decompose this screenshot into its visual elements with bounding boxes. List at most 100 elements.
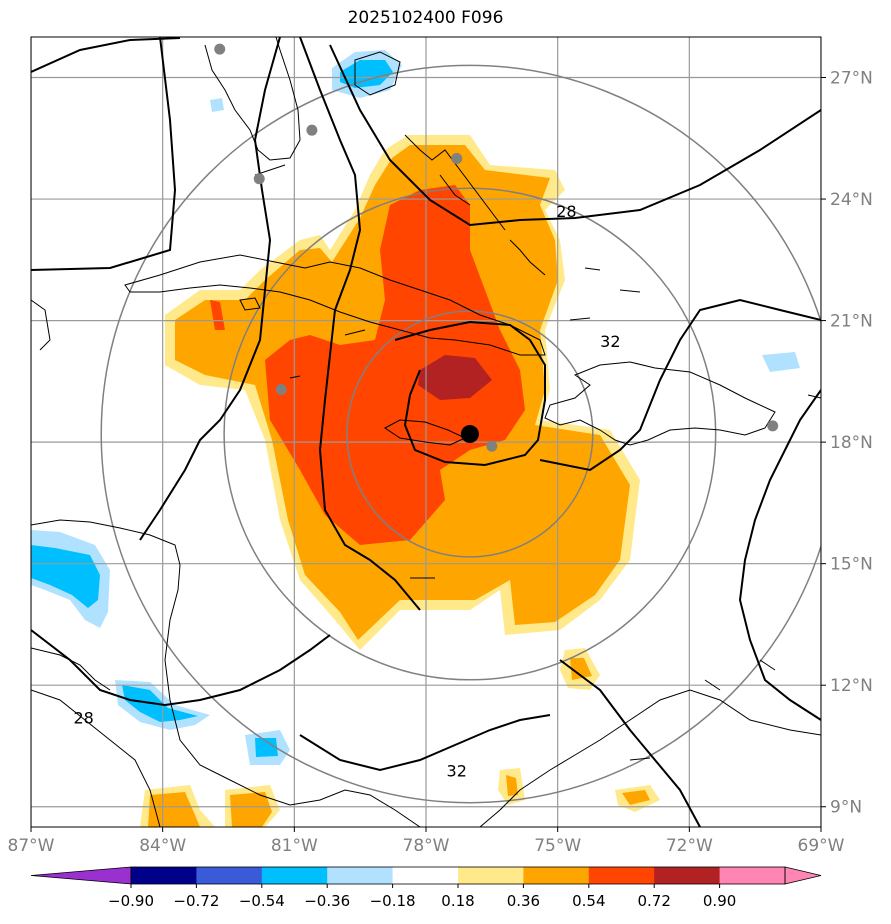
coastline-cayman: [289, 329, 366, 379]
contour-line-32: [139, 37, 281, 541]
station-point: [451, 153, 463, 165]
colorbar-segment: [392, 867, 459, 884]
anomaly-patch-2-inner: [506, 775, 518, 796]
latitude-ticks: 27°N 24°N 21°N 18°N 15°N 12°N 9°N: [821, 69, 873, 818]
anomaly-contour-0.72: [418, 355, 492, 400]
negative-patch-tiny-1: [210, 98, 224, 112]
contour-label: 28: [556, 202, 576, 221]
coastline-bahamas-1: [354, 51, 401, 96]
lat-tick-label: 27°N: [830, 69, 873, 89]
lon-tick-label: 72°W: [666, 836, 713, 856]
station-point: [767, 420, 779, 432]
station-point: [306, 124, 318, 136]
anomaly-patch-5-inner: [230, 792, 272, 827]
colorbar: −0.90 −0.72 −0.54 −0.36 −0.18 0.18 0.36 0.54 0.7…: [30, 866, 822, 910]
lat-tick-label: 21°N: [830, 312, 873, 332]
anomaly-patch-4-inner: [148, 792, 200, 827]
contour-label: 32: [447, 761, 467, 780]
colorbar-segment: [261, 867, 328, 884]
contour-label: 32: [600, 332, 620, 351]
colorbar-tick-label: 0.72: [637, 892, 670, 910]
colorbar-segment: [196, 867, 263, 884]
lon-tick-label: 78°W: [403, 836, 450, 856]
colorbar-tick-label: −0.54: [239, 892, 285, 910]
contour-line-28: [31, 37, 177, 271]
colorbar-extend-high: [784, 866, 822, 885]
anomaly-contour-0.54: [265, 185, 525, 545]
lat-tick-label: 18°N: [830, 433, 873, 453]
map-title: 2025102400 F096: [347, 8, 504, 28]
contour-line-28-south: [31, 629, 331, 707]
colorbar-tick-label: −0.18: [370, 892, 416, 910]
contour-line-30-south: [299, 714, 551, 772]
negative-patch-west-inner: [31, 545, 100, 608]
colorbar-tick-label: −0.72: [173, 892, 219, 910]
isotherm-contours: [31, 37, 821, 827]
contour-line-28-north: [31, 37, 181, 73]
negative-patch-south-2-inner: [255, 738, 278, 757]
lat-tick-label: 24°N: [830, 190, 873, 210]
contour-labels: 28 32 28 32: [73, 202, 620, 780]
coastline-bahamas-4: [509, 239, 546, 276]
coastline-nicaragua: [31, 689, 161, 827]
shaded-field: [31, 50, 800, 827]
colorbar-segment: [131, 867, 197, 884]
contour-line-30: [299, 37, 421, 611]
anomaly-patch-1-inner: [570, 658, 592, 680]
lon-tick-label: 87°W: [8, 836, 55, 856]
colorbar-tick-label: 0.36: [507, 892, 540, 910]
coastline-puerto-rico: [807, 394, 821, 399]
storm-center-layer: [460, 425, 479, 444]
station-point: [486, 440, 498, 452]
colorbar-segment: [654, 867, 721, 884]
coastline-honduras-north: [31, 647, 111, 691]
lon-tick-label: 75°W: [534, 836, 581, 856]
coastline-florida: [204, 37, 301, 161]
station-point: [275, 383, 287, 395]
range-ring: [346, 310, 594, 558]
colorbar-segment: [719, 867, 786, 884]
colorbar-tick-label: −0.90: [108, 892, 154, 910]
storm-center-marker: [460, 425, 479, 444]
colorbar-segment: [458, 867, 524, 884]
coastline-bahamas-3: [439, 174, 471, 206]
coastline-turks: [569, 267, 641, 321]
anomaly-patch-3-inner: [622, 790, 650, 805]
gridlines: [31, 37, 821, 827]
coastline-venezuela-islands: [629, 659, 776, 761]
contour-label: 28: [73, 709, 93, 728]
coastline-isla-juventud: [239, 297, 261, 311]
contour-line-30-se: [559, 659, 701, 827]
colorbar-extend-low: [30, 866, 132, 885]
lon-tick-label: 81°W: [271, 836, 318, 856]
range-ring: [223, 187, 717, 681]
lat-tick-label: 9°N: [830, 798, 862, 818]
coastline-cuba: [124, 254, 546, 356]
station-points: [214, 43, 779, 452]
lon-tick-label: 84°W: [139, 836, 186, 856]
coastline-yucatan: [31, 299, 51, 351]
station-point: [253, 173, 265, 185]
colorbar-segment: [327, 867, 394, 884]
contour-line-30-east: [539, 298, 821, 472]
colorbar-tick-label: −0.36: [304, 892, 350, 910]
lon-tick-label: 69°W: [798, 836, 845, 856]
contour-line-28-main: [329, 44, 821, 227]
lat-tick-label: 12°N: [830, 676, 873, 696]
coastline-central-america: [31, 519, 421, 827]
negative-patch-east: [762, 352, 800, 372]
anomaly-contour-0.54-west: [210, 300, 225, 330]
colorbar-tick-label: 0.90: [703, 892, 736, 910]
longitude-ticks: 87°W 84°W 81°W 78°W 75°W 72°W 69°W: [8, 827, 845, 856]
colorbar-segment: [588, 867, 655, 884]
range-ring: [100, 64, 821, 804]
colorbar-segment: [523, 867, 590, 884]
contour-line-28-east: [738, 389, 821, 721]
lat-tick-label: 15°N: [830, 555, 873, 575]
coastline-hispaniola: [544, 361, 776, 446]
station-point: [214, 43, 226, 55]
coastline-colombia: [479, 689, 821, 827]
range-rings: [100, 64, 821, 804]
colorbar-tick-label: 0.54: [572, 892, 605, 910]
